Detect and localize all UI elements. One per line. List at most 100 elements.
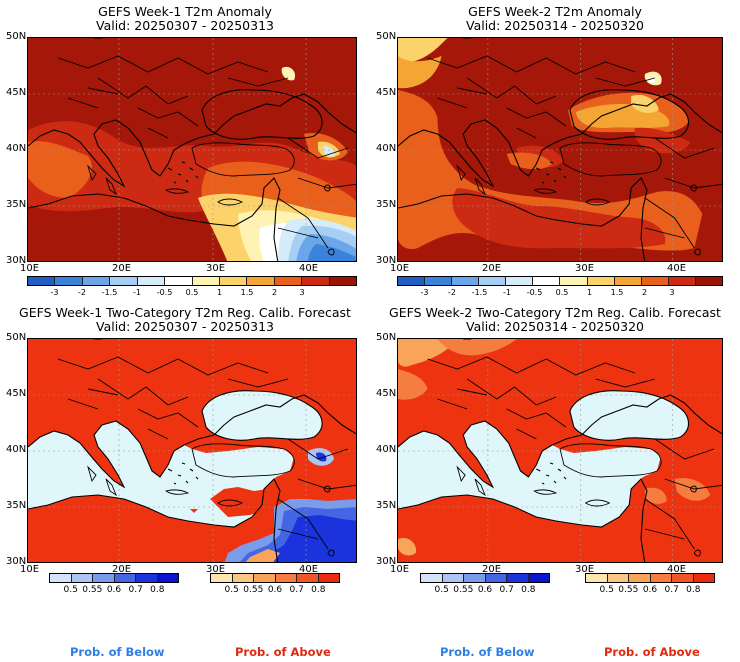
prob-above-swatch-5 — [693, 574, 714, 582]
colorbar-tick-label: 0.6 — [106, 585, 122, 595]
anomaly-swatch-7 — [587, 277, 615, 285]
colorbar-tick-label: 0.6 — [267, 585, 283, 595]
anomaly-swatch-8 — [247, 277, 275, 285]
panel4-prob-above-colorbar — [585, 573, 715, 583]
panel4-map — [397, 338, 723, 563]
prob-above-swatch-5 — [318, 574, 339, 582]
prob-above-swatch-3 — [650, 574, 672, 582]
p4-lat-35: 35N — [376, 500, 397, 511]
p3-lon-30: 30E — [206, 564, 226, 575]
colorbar-tick-label: -3 — [420, 288, 429, 297]
anomaly-swatch-4 — [137, 277, 166, 285]
p3-lat-50: 50N — [6, 332, 27, 343]
p3-lat-35: 35N — [6, 500, 27, 511]
colorbar-tick-label: 0.8 — [311, 585, 326, 595]
anomaly-swatch-1 — [55, 277, 83, 285]
anomaly-swatch-2 — [452, 277, 480, 285]
panel4-valid: Valid: 20250314 - 20250320 — [465, 319, 644, 334]
prob-above-swatch-3 — [275, 574, 297, 582]
colorbar-tick-label: -1 — [133, 288, 141, 297]
colorbar-tick-label: 1.5 — [240, 288, 254, 297]
panel1-map — [27, 37, 357, 262]
p1-lon-20: 20E — [112, 263, 132, 274]
p1-lat-50: 50N — [6, 31, 27, 42]
colorbar-tick-label: -1.5 — [471, 288, 488, 297]
colorbar-tick-label: 0.6 — [477, 585, 493, 595]
p4-lon-30: 30E — [575, 564, 595, 575]
colorbar-tick-label: -0.5 — [526, 288, 543, 297]
colorbar-tick-label: 0.5 — [63, 585, 78, 595]
p2-lat-35: 35N — [376, 199, 397, 210]
anomaly-swatch-8 — [614, 277, 642, 285]
p4-lat-45: 45N — [376, 388, 397, 399]
p4-lon-20: 20E — [482, 564, 502, 575]
colorbar-tick-label: 0.6 — [642, 585, 658, 595]
p1-lat-40: 40N — [6, 143, 27, 154]
colorbar-tick-label: -2 — [78, 288, 86, 297]
p2-lon-10: 10E — [390, 263, 410, 274]
colorbar-tick-label: 0.5 — [555, 288, 569, 297]
p1-lat-35: 35N — [6, 199, 27, 210]
prob-above-label-left: Prob. of Above — [235, 645, 331, 659]
prob-above-swatch-4 — [297, 574, 319, 582]
p3-lon-20: 20E — [112, 564, 132, 575]
anomaly-swatch-3 — [110, 277, 138, 285]
p4-lat-50: 50N — [376, 332, 397, 343]
anomaly-swatch-2 — [82, 277, 111, 285]
p1-lat-45: 45N — [6, 87, 27, 98]
panel1-title: GEFS Week-1 T2m Anomaly — [98, 4, 272, 19]
panel3-title: GEFS Week-1 Two-Category T2m Reg. Calib.… — [19, 305, 351, 320]
prob-below-label-left: Prob. of Below — [70, 645, 165, 659]
colorbar-tick-label: 0.5 — [185, 288, 199, 297]
prob-below-swatch-0 — [421, 574, 443, 582]
prob-below-swatch-5 — [528, 574, 549, 582]
panel2-anomaly-colorbar — [397, 276, 723, 286]
colorbar-tick-label: -2 — [448, 288, 456, 297]
colorbar-tick-label: 0.8 — [686, 585, 701, 595]
prob-above-label-right: Prob. of Above — [604, 645, 700, 659]
anomaly-swatch-3 — [479, 277, 507, 285]
panel2-valid: Valid: 20250314 - 20250320 — [465, 18, 644, 33]
p1-lon-40: 40E — [299, 263, 319, 274]
prob-above-swatch-4 — [672, 574, 694, 582]
colorbar-tick-label: -1 — [503, 288, 511, 297]
colorbar-tick-label: 1 — [216, 288, 223, 297]
colorbar-tick-label: 0.7 — [664, 585, 679, 595]
colorbar-tick-label: 0.7 — [128, 585, 143, 595]
anomaly-swatch-7 — [219, 277, 248, 285]
prob-above-swatch-2 — [254, 574, 276, 582]
colorbar-tick-label: 0.55 — [243, 585, 264, 595]
p4-lat-40: 40N — [376, 444, 397, 455]
colorbar-tick-label: 2 — [641, 288, 648, 297]
p3-lon-10: 10E — [20, 564, 40, 575]
p2-lat-30: 30N — [376, 255, 397, 266]
panel1-anomaly-colorbar — [27, 276, 357, 286]
colorbar-tick-label: 0.5 — [224, 585, 239, 595]
prob-above-swatch-0 — [211, 574, 233, 582]
p1-lon-30: 30E — [206, 263, 226, 274]
p3-lon-40: 40E — [299, 564, 319, 575]
prob-below-swatch-4 — [507, 574, 529, 582]
panel3-valid: Valid: 20250307 - 20250313 — [95, 319, 274, 334]
p1-lat-30: 30N — [6, 255, 27, 266]
anomaly-swatch-10 — [668, 277, 696, 285]
p2-lon-20: 20E — [482, 263, 502, 274]
anomaly-swatch-4 — [506, 277, 534, 285]
p2-lon-30: 30E — [575, 263, 595, 274]
anomaly-swatch-9 — [641, 277, 669, 285]
colorbar-tick-label: 0.8 — [150, 585, 165, 595]
p2-lat-45: 45N — [376, 87, 397, 98]
prob-below-swatch-2 — [93, 574, 115, 582]
panel4-title: GEFS Week-2 Two-Category T2m Reg. Calib.… — [389, 305, 721, 320]
p3-lat-45: 45N — [6, 388, 27, 399]
prob-above-swatch-1 — [232, 574, 254, 582]
p3-lat-40: 40N — [6, 444, 27, 455]
p2-lat-50: 50N — [376, 31, 397, 42]
p4-lon-10: 10E — [390, 564, 410, 575]
panel4-prob-below-colorbar — [420, 573, 550, 583]
colorbar-tick-label: 0.55 — [453, 585, 474, 595]
colorbar-tick-label: 1 — [586, 288, 593, 297]
panel1-valid: Valid: 20250307 - 20250313 — [95, 18, 274, 33]
prob-above-swatch-1 — [607, 574, 629, 582]
anomaly-swatch-5 — [533, 277, 561, 285]
